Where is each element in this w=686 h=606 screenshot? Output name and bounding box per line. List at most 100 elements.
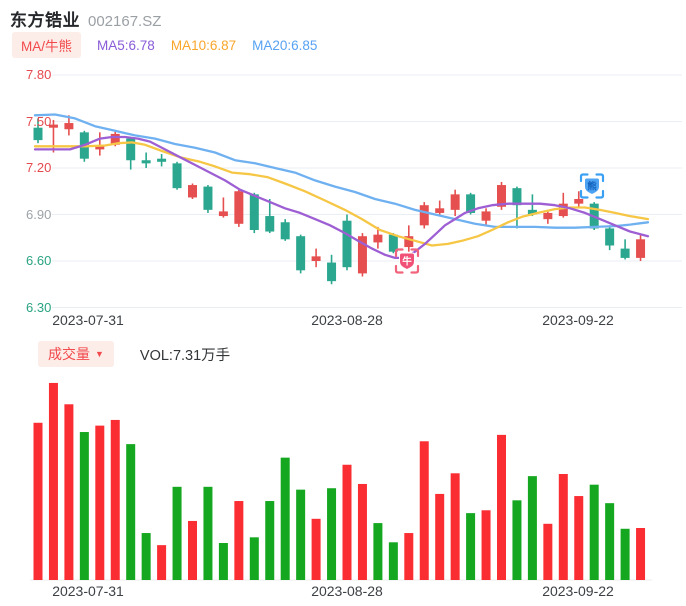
x-axis-label: 2023-07-31 (52, 312, 124, 328)
candle[interactable] (404, 236, 414, 248)
volume-bar[interactable] (48, 382, 58, 580)
volume-bar[interactable] (141, 533, 151, 580)
candle[interactable] (33, 127, 43, 141)
candle[interactable] (126, 138, 136, 161)
candle[interactable] (512, 188, 522, 206)
volume-bar[interactable] (126, 444, 136, 580)
candle[interactable] (636, 239, 646, 258)
y-axis-label: 6.60 (26, 253, 52, 268)
candle[interactable] (419, 205, 429, 226)
volume-bar[interactable] (296, 489, 306, 580)
volume-bar[interactable] (327, 488, 337, 580)
legend-ma10: MA10:6.87 (170, 37, 237, 53)
y-axis-label: 6.30 (26, 299, 52, 315)
volume-header: 成交量 ▼ VOL:7.31万手 (38, 341, 230, 367)
candle[interactable] (48, 124, 58, 128)
candle[interactable] (218, 211, 228, 217)
stock-code: 002167.SZ (88, 13, 162, 30)
candle[interactable] (110, 133, 120, 145)
ma-mode-button[interactable]: MA/牛熊 (12, 32, 82, 58)
candle[interactable] (466, 194, 476, 213)
volume-bar[interactable] (357, 483, 367, 580)
candle[interactable] (265, 216, 275, 232)
volume-bar[interactable] (605, 503, 615, 580)
volume-bar[interactable] (95, 425, 105, 580)
volume-bar[interactable] (64, 404, 74, 580)
candle[interactable] (311, 256, 321, 261)
volume-bar[interactable] (527, 476, 537, 580)
volume-bar[interactable] (188, 520, 197, 580)
candle[interactable] (481, 211, 491, 221)
volume-bar[interactable] (311, 518, 321, 580)
badge-shield (584, 177, 600, 196)
candle[interactable] (188, 185, 197, 198)
badge-shield (399, 252, 415, 271)
bear-signal-icon[interactable]: 熊 (579, 173, 605, 199)
candle[interactable] (574, 199, 584, 204)
volume-bar[interactable] (373, 523, 383, 580)
volume-bar[interactable] (172, 486, 182, 580)
candle[interactable] (527, 209, 537, 215)
candle[interactable] (172, 163, 182, 189)
candle[interactable] (620, 248, 630, 258)
candle[interactable] (280, 222, 290, 240)
volume-dropdown-label: 成交量 (48, 346, 90, 362)
candle[interactable] (157, 158, 167, 162)
volume-bar[interactable] (218, 543, 228, 580)
badge-char: 牛 (402, 255, 412, 267)
volume-bar[interactable] (249, 537, 259, 580)
x-axis-label: 2023-09-22 (542, 583, 614, 599)
volume-bar[interactable] (419, 441, 429, 580)
x-axis-label: 2023-08-28 (311, 312, 383, 328)
candle[interactable] (327, 262, 337, 282)
volume-bar[interactable] (435, 493, 445, 580)
candle[interactable] (373, 234, 383, 243)
candle[interactable] (342, 220, 352, 268)
volume-bar[interactable] (157, 545, 167, 580)
volume-dropdown[interactable]: 成交量 ▼ (38, 341, 114, 367)
candle[interactable] (388, 234, 398, 252)
volume-bar[interactable] (620, 528, 630, 580)
ma-line-ma10 (33, 141, 650, 247)
volume-bar[interactable] (280, 457, 290, 580)
candle[interactable] (543, 212, 553, 220)
volume-bar[interactable] (234, 501, 244, 580)
candle[interactable] (435, 208, 445, 213)
candle[interactable] (234, 191, 244, 224)
candle[interactable] (141, 160, 151, 164)
volume-bar[interactable] (342, 464, 352, 580)
x-axis-label: 2023-09-22 (542, 312, 614, 328)
candle[interactable] (203, 186, 213, 210)
volume-bar[interactable] (79, 432, 89, 580)
caret-down-icon: ▼ (95, 349, 104, 359)
volume-bar[interactable] (203, 486, 213, 580)
candle[interactable] (95, 146, 105, 150)
volume-bar[interactable] (450, 473, 460, 580)
volume-bar[interactable] (404, 533, 414, 580)
volume-bar[interactable] (636, 527, 646, 580)
volume-bar[interactable] (33, 422, 43, 580)
candle[interactable] (605, 228, 615, 246)
candle[interactable] (558, 203, 568, 217)
volume-bar[interactable] (388, 542, 398, 580)
candle[interactable] (497, 185, 506, 207)
candle[interactable] (450, 194, 460, 210)
volume-bar[interactable] (110, 419, 120, 580)
volume-bar[interactable] (497, 434, 506, 580)
candle[interactable] (64, 123, 74, 130)
volume-bar[interactable] (481, 510, 491, 580)
candle[interactable] (357, 236, 367, 274)
volume-bar[interactable] (589, 484, 599, 580)
volume-bar[interactable] (265, 501, 275, 580)
volume-bar[interactable] (512, 500, 522, 580)
candle[interactable] (249, 194, 259, 230)
volume-bar[interactable] (574, 496, 584, 580)
volume-bar[interactable] (466, 513, 476, 580)
candle[interactable] (296, 236, 306, 271)
volume-bar[interactable] (558, 474, 568, 580)
volume-bar[interactable] (543, 523, 553, 580)
ma-line-ma20 (33, 113, 650, 229)
bull-signal-icon[interactable]: 牛 (394, 248, 420, 274)
